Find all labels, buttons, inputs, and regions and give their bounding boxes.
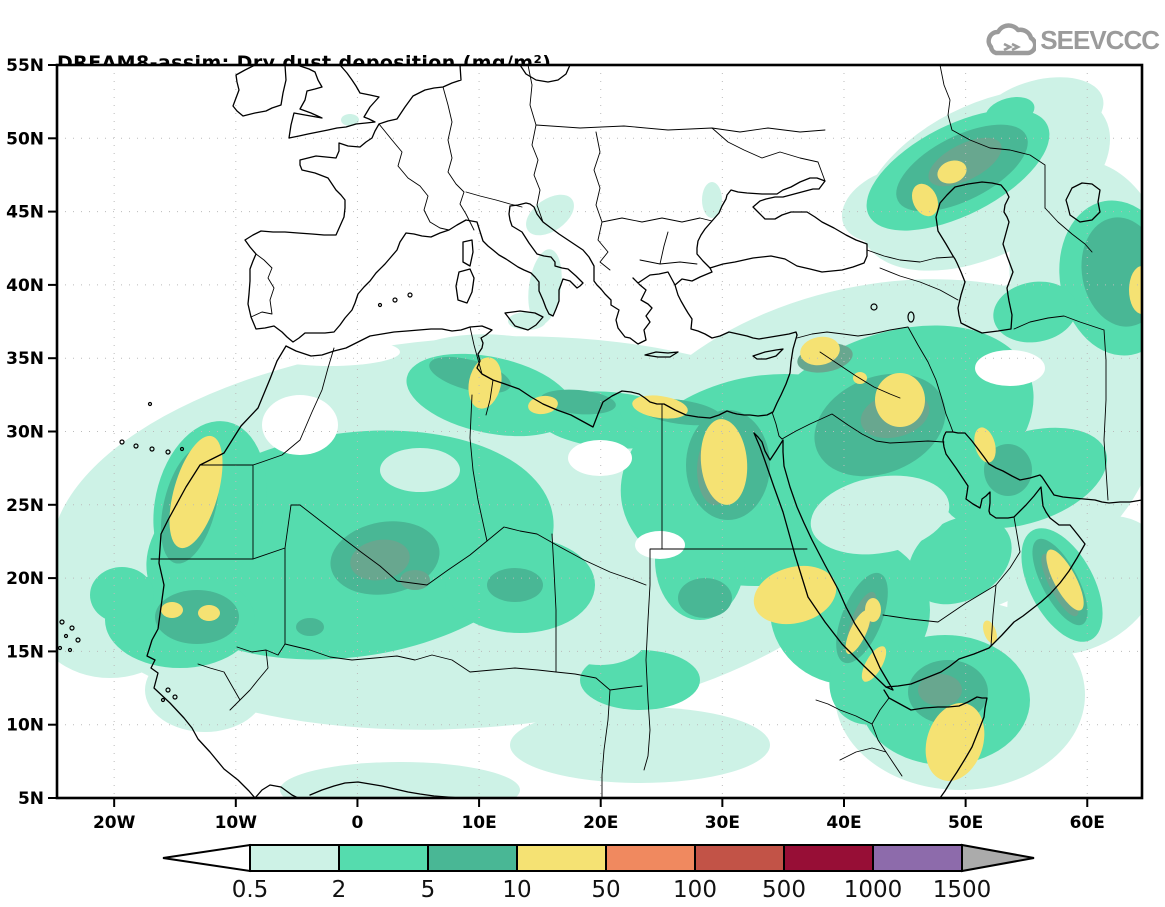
coast-baltic [519, 65, 571, 83]
colorbar-segment [249, 844, 340, 872]
colorbar-under-arrow [162, 843, 251, 873]
colorbar-segment [427, 844, 518, 872]
lat-tick-label: 50N [6, 129, 44, 149]
dust-light-interiors [260, 338, 1045, 665]
coast-horn-of-africa [883, 689, 988, 798]
logo-text: SEEVCCC [1040, 24, 1160, 55]
colorbar-label: 50 [591, 877, 620, 903]
colorbar-segment [516, 844, 607, 872]
lon-tick-label: 20W [93, 813, 136, 833]
lat-tick-label: 20N [6, 569, 44, 589]
colorbar-legend: 0.5 2 5 10 50 100 500 1000 1500 [162, 843, 1035, 903]
colorbar-label: 10 [502, 877, 531, 903]
lon-tick-label: 60E [1070, 813, 1105, 833]
cyprus [752, 348, 784, 360]
colorbar-label: 5 [421, 877, 436, 903]
lat-tick-label: 25N [6, 496, 44, 516]
colorbar-over-arrow [961, 843, 1035, 873]
lon-tick-label: 20E [583, 813, 618, 833]
lat-tick-label: 30N [6, 423, 44, 443]
colorbar-segment [694, 844, 785, 872]
lon-tick-label: 10E [461, 813, 496, 833]
sardinia [455, 268, 475, 304]
coast-ireland [232, 65, 287, 117]
lon-tick-label: 10W [215, 813, 258, 833]
coast-africa-atlantic [146, 345, 287, 798]
country-borders [150, 65, 1109, 798]
caspian-sea [935, 181, 1014, 334]
colorbar-segment [872, 844, 963, 872]
lat-tick-label: 40N [6, 276, 44, 296]
coast-britain [288, 65, 380, 139]
colorbar-segment [605, 844, 696, 872]
colorbar-label: 0.5 [232, 877, 269, 903]
colorbar-label: 2 [332, 877, 347, 903]
aral-sea [1065, 182, 1101, 223]
lat-tick-label: 5N [18, 789, 44, 809]
colorbar-segment [783, 844, 874, 872]
lat-tick-label: 35N [6, 349, 44, 369]
colorbar-label: 100 [673, 877, 717, 903]
cloud-icon [986, 23, 1037, 56]
lat-tick-label: 45N [6, 203, 44, 223]
map-area [57, 65, 1142, 798]
colorbar-label: 500 [762, 877, 806, 903]
lat-lon-gridlines [57, 65, 1142, 798]
crete [644, 351, 679, 358]
lat-tick-label: 15N [6, 642, 44, 662]
lat-tick-label: 55N [6, 56, 44, 76]
coast-gulf-of-guinea [254, 781, 461, 798]
coast-arabia-gulf-iran [885, 431, 1142, 688]
colorbar-label: 1500 [933, 877, 992, 903]
lat-tick-label: 10N [6, 716, 44, 736]
corsica [462, 239, 474, 267]
coast-turkey-south [674, 267, 798, 340]
coast-africa-mediterranean [285, 325, 798, 428]
colorbar-label: 1000 [844, 877, 903, 903]
colorbar-segment [338, 844, 429, 872]
sicily [504, 310, 544, 331]
dust-level-10-50 [161, 160, 1142, 782]
lon-tick-label: 0 [352, 813, 364, 833]
red-sea [753, 432, 894, 691]
seevccc-logo: SEEVCCC [984, 20, 1160, 60]
lon-tick-label: 50E [948, 813, 983, 833]
lon-tick-label: 30E [705, 813, 740, 833]
coast-europe [244, 65, 676, 345]
small-islands [57, 292, 915, 703]
coast-black-sea [696, 177, 868, 273]
lon-tick-label: 40E [826, 813, 861, 833]
axis-ticks: 20W 10W 0 10E 20E 30E 40E 50E 60E 55N 50N 45N 40N 35N… [6, 56, 1105, 833]
coastlines [57, 65, 1142, 798]
